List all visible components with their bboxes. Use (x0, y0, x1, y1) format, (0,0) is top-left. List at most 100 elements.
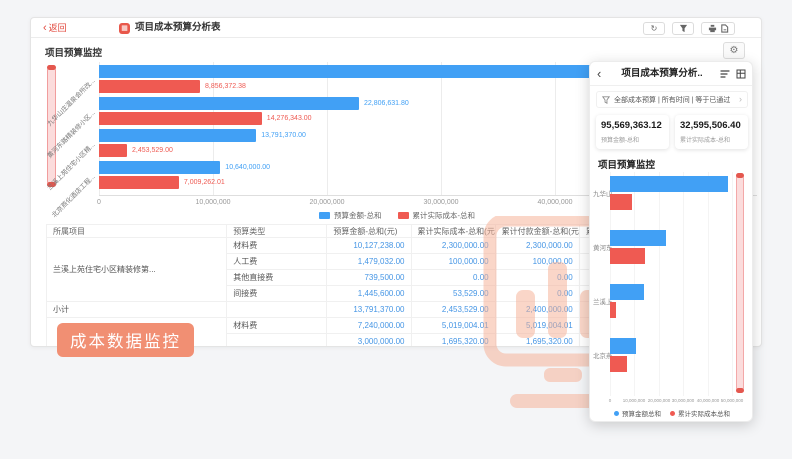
cell-actual: 1,695,320.00 (410, 333, 496, 346)
bar-budget[interactable] (610, 176, 728, 192)
stat-label: 预算金额-总和 (601, 138, 639, 144)
bar-value-label: 14,276,343.00 (266, 115, 312, 122)
cell-paid: 100,000.00 (494, 253, 580, 270)
cell-budget: 739,500.00 (326, 269, 412, 286)
bar-actual[interactable] (99, 176, 179, 189)
main-chart-plot: 8,856,372.38 22,806,631.80 14,276,343.00… (99, 62, 757, 196)
stat-value: 32,595,506.40 (680, 120, 741, 131)
cell-type (226, 301, 328, 318)
gridline (683, 172, 684, 396)
cell-actual: 0.00 (410, 269, 496, 286)
x-tick: 20,000,000 (647, 398, 671, 403)
mobile-chart-scrollbar[interactable] (736, 173, 744, 393)
gridline (732, 172, 733, 396)
cell-actual: 2,453,529.00 (410, 301, 496, 318)
bar-budget[interactable] (610, 338, 636, 354)
chart-datazoom-slider[interactable] (47, 65, 56, 187)
bar-actual[interactable] (99, 112, 262, 125)
legend-budget[interactable]: 预算金额-总和 (319, 210, 382, 221)
slider-top-handle[interactable] (47, 65, 56, 70)
cell-budget: 7,240,000.00 (326, 317, 412, 334)
panel-filter-bar[interactable]: 全部成本预算 | 所有时间 | 等于已通过 › (596, 91, 748, 108)
sort-list-icon[interactable] (720, 69, 730, 79)
chart-section-title: 项目预算监控 (45, 48, 103, 59)
cell-paid: 0.00 (494, 285, 580, 302)
bar-actual[interactable] (610, 356, 628, 372)
cell-type: 人工费 (226, 253, 328, 270)
legend-swatch-blue (319, 212, 330, 219)
cell-budget: 10,127,238.00 (326, 237, 412, 254)
x-tick: 20,000,000 (309, 199, 345, 206)
print-icon (708, 24, 716, 33)
cell-paid: 2,400,000.00 (494, 301, 580, 318)
refresh-icon: ↻ (650, 24, 658, 33)
col-header-budget: 预算金额-总和(元) (326, 224, 412, 238)
col-header-paid: 累计付款金额-总和(元) (494, 224, 580, 238)
cell-actual: 100,000.00 (410, 253, 496, 270)
mobile-chart-plot (610, 172, 742, 396)
category-label: 九华山.. (593, 191, 613, 198)
stat-label: 累计实际成本-总和 (680, 138, 730, 144)
bar-budget[interactable] (99, 65, 650, 78)
legend-actual[interactable]: 累计实际成本-总和 (397, 210, 475, 221)
bar-actual[interactable] (610, 302, 616, 318)
mobile-chart-legend: 预算金额总和 累计实际成本总和 (590, 408, 752, 418)
bar-actual[interactable] (610, 248, 645, 264)
filter-button[interactable] (672, 22, 694, 35)
legend-actual[interactable]: 累计实际成本总和 (670, 408, 730, 418)
bar-actual[interactable] (99, 144, 127, 157)
grid-table-icon[interactable] (736, 69, 746, 79)
cell-budget: 3,000,000.00 (326, 333, 412, 346)
scrollbar-bottom-handle[interactable] (736, 388, 744, 393)
cell-actual: 53,529.00 (410, 285, 496, 302)
col-header-project: 所属项目 (45, 224, 228, 238)
panel-back-icon[interactable]: ‹ (597, 66, 602, 81)
cell-actual: 2,300,000.00 (410, 237, 496, 254)
x-tick: 10,000,000 (195, 199, 231, 206)
legend-budget[interactable]: 预算金额总和 (614, 408, 661, 418)
bar-actual[interactable] (610, 194, 632, 210)
bar-actual[interactable] (99, 80, 200, 93)
chart-settings-button[interactable]: ⚙ (723, 42, 745, 59)
bar-value-label: 8,856,372.38 (205, 83, 246, 90)
cell-budget: 13,791,370.00 (326, 301, 412, 318)
cell-type: 材料费 (226, 317, 328, 334)
gridline (555, 62, 556, 196)
col-header-actual: 累计实际成本-总和(元) (410, 224, 496, 238)
bar-value-label: 2,453,529.00 (132, 147, 173, 154)
slider-bottom-handle[interactable] (47, 182, 56, 187)
cell-project: 小计 (45, 301, 228, 318)
bar-budget[interactable] (99, 129, 257, 142)
refresh-button[interactable]: ↻ (643, 22, 665, 35)
scrollbar-top-handle[interactable] (736, 173, 744, 178)
x-tick: 40,000,000 (537, 199, 573, 206)
panel-title: 项目成本预算分析.. (621, 68, 703, 79)
bar-value-label: 7,009,262.01 (183, 179, 225, 186)
cell-type: 材料费 (226, 237, 328, 254)
bar-budget[interactable] (99, 97, 359, 110)
funnel-icon (679, 24, 687, 33)
bar-budget[interactable] (99, 161, 221, 174)
cell-project-group: 兰溪上苑住宅小区精装修第... (45, 237, 228, 302)
stat-value: 95,569,363.12 (601, 120, 662, 131)
cell-budget: 1,479,032.00 (326, 253, 412, 270)
funnel-icon (602, 95, 610, 104)
cell-type (226, 333, 328, 346)
cell-paid: 2,300,000.00 (494, 237, 580, 254)
back-button[interactable]: ‹ 返回 (43, 22, 67, 34)
chart-legend: 预算金额-总和 累计实际成本-总和 (31, 210, 761, 221)
gridline (327, 62, 328, 196)
bar-budget[interactable] (610, 230, 666, 246)
x-tick: 30,000,000 (423, 199, 459, 206)
chevron-right-icon: › (739, 94, 742, 104)
panel-section-title: 项目预算监控 (598, 160, 656, 171)
x-axis-line (99, 195, 757, 196)
back-chevron-icon: ‹ (43, 22, 47, 34)
gridline (659, 172, 660, 396)
x-tick: 40,000,000 (696, 398, 720, 403)
bar-budget[interactable] (610, 284, 644, 300)
stat-card-actual: 32,595,506.40 累计实际成本-总和 (675, 115, 748, 149)
print-export-button[interactable] (701, 22, 735, 35)
cell-budget: 1,445,600.00 (326, 285, 412, 302)
export-icon (720, 24, 728, 33)
